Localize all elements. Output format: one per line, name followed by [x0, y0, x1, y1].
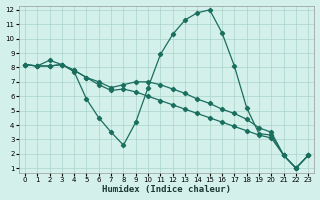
X-axis label: Humidex (Indice chaleur): Humidex (Indice chaleur) — [102, 185, 231, 194]
